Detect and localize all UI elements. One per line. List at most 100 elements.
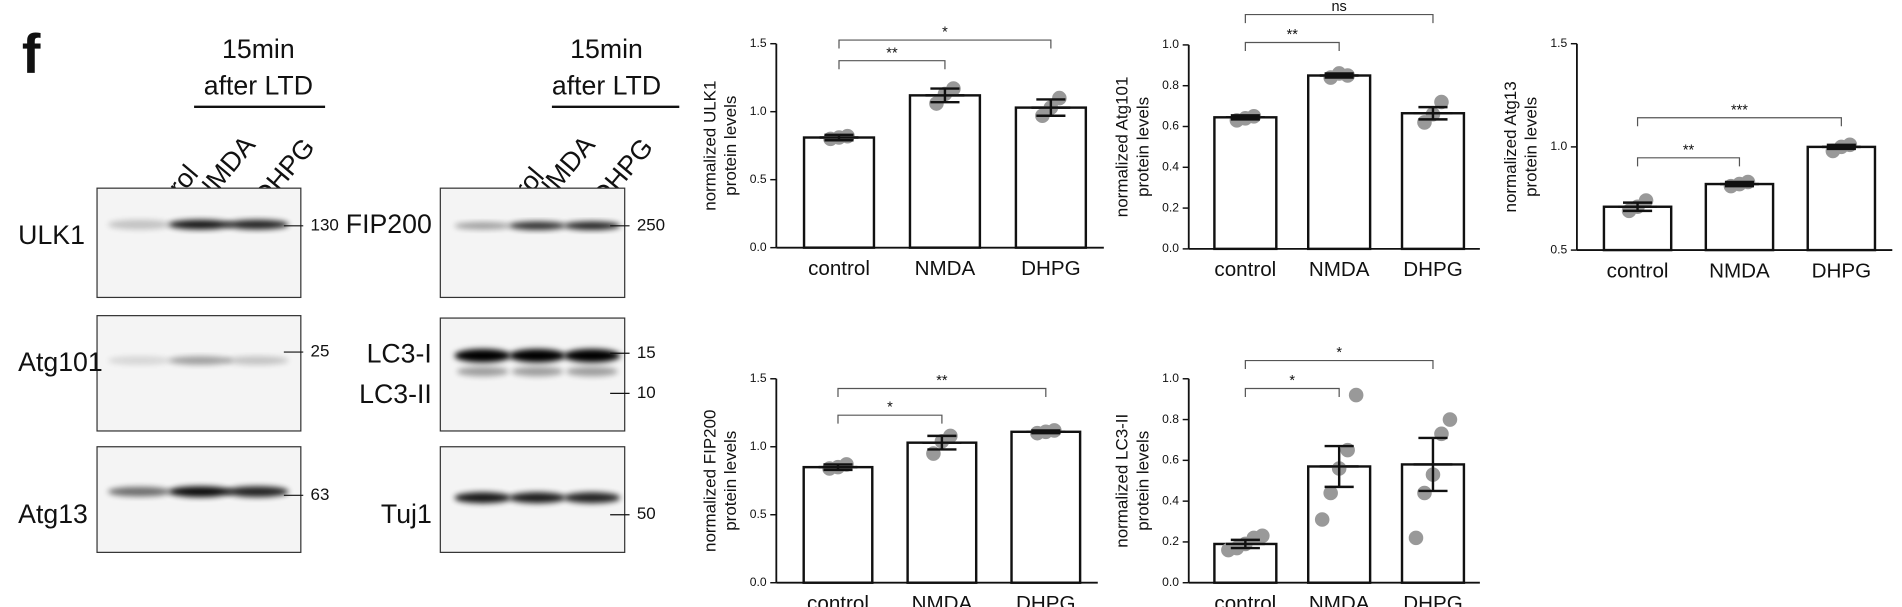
data-point [1314,512,1330,527]
protein-label: LC3-II [359,379,432,409]
blot-band [563,492,621,504]
data-point [1434,94,1449,110]
significance-label: ** [1683,142,1695,158]
y-tick-label: 1.0 [1162,371,1179,385]
bar [802,465,874,584]
y-tick-label: 0.5 [750,507,767,521]
blot-band [563,349,621,363]
significance-label: *** [1731,102,1748,118]
y-axis-label: normalized FIP200 [700,410,719,552]
y-tick-label: 0.0 [750,240,767,254]
marker-label: 50 [637,504,656,523]
y-tick-label: 1.0 [1550,139,1567,153]
bar [1806,145,1877,252]
significance-bracket [838,60,946,70]
blot-band [454,222,512,230]
data-point [1323,485,1338,501]
y-tick-label: 0.0 [750,575,767,589]
blot-header: after LTD [552,70,661,100]
blot-box [439,187,626,299]
y-axis-label: normalized ULK1 [700,81,719,211]
data-point [1417,485,1432,501]
y-tick-label: 1.5 [1550,36,1567,50]
blot-band [225,356,289,365]
y-tick-label: 0.5 [1550,242,1567,256]
x-tick-label: DHPG [1021,257,1081,280]
data-point [1638,193,1654,208]
bar [908,94,982,249]
significance-bracket [837,414,943,424]
y-tick-label: 1.0 [750,104,767,118]
y-axis-label: protein levels [721,431,740,531]
marker-label: 25 [311,342,330,361]
marker-label: 15 [637,343,656,362]
blot-band [563,221,621,231]
y-tick-label: 0.4 [1162,493,1179,507]
x-tick-label: control [807,592,869,607]
data-point [1408,530,1424,546]
x-tick-label: DHPG [1016,592,1076,607]
significance-label: * [887,400,893,416]
blot-band [225,219,289,230]
significance-label: * [1336,345,1342,361]
y-tick-label: 0.8 [1162,78,1179,92]
marker-label: 10 [637,383,656,402]
blot-band [566,366,618,377]
significance-label: ** [936,373,948,389]
x-tick-label: NMDA [1709,259,1770,282]
significance-bracket [1636,117,1842,127]
significance-label: ** [886,45,898,61]
blot-band [454,349,512,363]
blot-band [509,492,566,504]
significance-bracket [1244,13,1434,24]
x-tick-label: control [1607,259,1669,282]
blot-header: 15min [222,34,295,64]
blot-band [168,486,232,498]
y-axis-label: protein levels [1133,431,1152,531]
y-tick-label: 1.0 [750,439,767,453]
y-tick-label: 0.2 [1162,534,1179,548]
y-tick-label: 0.8 [1162,412,1179,426]
significance-bracket [838,39,1052,49]
x-tick-label: control [1214,258,1276,281]
blot-band [225,486,289,498]
significance-label: ns [1331,0,1346,15]
significance-label: ** [1287,27,1299,43]
blot-band [107,486,172,497]
bar [1400,112,1466,251]
significance-label: * [1289,373,1295,389]
y-tick-label: 1.0 [1162,37,1179,51]
marker-label: 250 [637,215,665,234]
blot-band [509,349,566,363]
significance-bracket [1244,359,1434,370]
bar [1014,106,1088,249]
blot-band [168,219,232,230]
x-tick-label: NMDA [1309,592,1370,607]
protein-label: LC3-I [367,339,432,369]
bar [1213,116,1278,251]
significance-bracket [1244,41,1340,51]
y-tick-label: 0.2 [1162,200,1179,214]
bar [1306,74,1372,251]
x-tick-label: control [808,257,870,280]
y-axis-label: normalized Atg101 [1113,77,1132,218]
data-point [1442,412,1458,427]
y-tick-label: 0.0 [1162,241,1179,255]
blot-band [107,356,172,365]
data-point [1348,387,1364,403]
bar [802,136,876,249]
blot-band [509,221,566,231]
y-tick-label: 0.4 [1162,159,1179,173]
y-axis-label: protein levels [1522,97,1541,197]
y-tick-label: 1.5 [750,36,767,50]
x-tick-label: DHPG [1403,258,1463,281]
significance-bracket [1244,387,1340,397]
marker-label: 63 [311,485,330,504]
bar [1010,430,1082,584]
panel-label: f [22,22,41,85]
y-axis-label: normalized LC3-II [1113,414,1132,548]
x-tick-label: DHPG [1403,592,1463,607]
blot-box [96,315,302,432]
